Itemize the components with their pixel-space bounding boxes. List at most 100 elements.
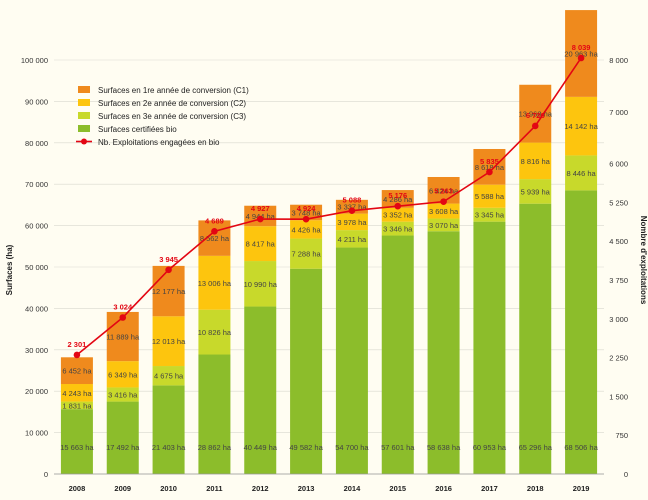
line-point [577, 54, 585, 62]
y-right-axis-title: Nombre d'exploitations [639, 216, 648, 305]
y-left-tick-label: 60 000 [25, 222, 48, 231]
bar-segment [244, 226, 277, 262]
bar-value-label: 4 243 ha [62, 389, 92, 398]
bar-segment [198, 255, 231, 310]
bar-segment [60, 384, 93, 402]
bar-segment [381, 235, 414, 474]
line-point-label: 2 301 [68, 340, 87, 349]
y-right-tick-label: 8 000 [609, 56, 628, 65]
bar-value-label: 6 452 ha [62, 367, 92, 376]
y-left-tick-label: 50 000 [25, 263, 48, 272]
bar-value-label: 40 449 ha [244, 443, 278, 452]
line-point-label: 5 176 [388, 191, 407, 200]
legend-label: Nb. Exploitations engagées en bio [98, 138, 220, 147]
line-point-label: 5 835 [480, 157, 499, 166]
legend-label: Surfaces en 1re année de conversion (C1) [98, 86, 249, 95]
y-right-tick-label: 750 [615, 431, 628, 440]
y-right-tick-label: 5 250 [609, 198, 628, 207]
bar-value-label: 54 700 ha [335, 443, 369, 452]
bar-segment [427, 218, 460, 232]
bar-segment [152, 366, 185, 386]
bar-value-label: 4 211 ha [338, 235, 367, 244]
bar-segment [473, 207, 506, 222]
x-tick-label: 2009 [114, 484, 131, 493]
line-point-label: 4 924 [297, 204, 317, 213]
x-tick-label: 2015 [389, 484, 406, 493]
bar-value-label: 20 963 ha [564, 49, 598, 58]
bar-value-label: 15 663 ha [60, 443, 94, 452]
y-right-tick-label: 0 [624, 470, 628, 479]
bar-value-label: 3 345 ha [475, 211, 505, 220]
bar-segment [152, 385, 185, 474]
y-right-tick-label: 4 500 [609, 237, 628, 246]
legend-label: Surfaces en 3e année de conversion (C3) [98, 112, 246, 121]
legend-swatch [78, 125, 90, 132]
y-left-axis-title: Surfaces (ha) [5, 244, 14, 295]
bar-value-label: 3 352 ha [383, 211, 413, 220]
y-right-tick-label: 6 000 [609, 160, 628, 169]
bar-segment [519, 84, 552, 143]
line-point-label: 6 726 [526, 111, 545, 120]
exploitations-line-path [76, 57, 582, 356]
bar-segment [565, 155, 598, 191]
y-right-tick-label: 1 500 [609, 392, 628, 401]
bar-value-label: 3 608 ha [429, 207, 459, 216]
bar-segment [152, 316, 185, 367]
line-point [119, 314, 127, 321]
bar-segment [335, 213, 368, 231]
x-tick-label: 2019 [573, 484, 590, 493]
bar-value-label: 3 978 ha [337, 218, 367, 227]
bar-value-label: 3 070 ha [429, 221, 459, 230]
bar-value-label: 65 296 ha [519, 443, 553, 452]
legend-label: Surfaces certifiées bio [98, 125, 177, 134]
line-point [394, 202, 402, 210]
x-tick-label: 2010 [160, 484, 177, 493]
y-left-tick-label: 20 000 [25, 387, 48, 396]
y-right-tick-label: 3 750 [609, 276, 628, 285]
bar-segment [519, 142, 552, 180]
line-point [531, 122, 539, 130]
bar-value-label: 12 177 ha [152, 287, 186, 296]
y-left-tick-label: 10 000 [25, 429, 48, 438]
line-point [211, 228, 218, 235]
line-point-label: 5 263 [434, 187, 453, 196]
y-left-tick-label: 70 000 [25, 180, 48, 189]
y-left-tick-label: 30 000 [25, 346, 48, 355]
bar-value-label: 8 618 ha [475, 163, 505, 172]
bar-value-label: 13 968 ha [519, 110, 553, 119]
y-right-tick-label: 2 250 [609, 354, 628, 363]
x-tick-label: 2017 [481, 484, 498, 493]
bar-segment [198, 220, 231, 256]
bar-value-label: 8 816 ha [521, 157, 551, 166]
bar-segment [290, 238, 323, 269]
bar-value-label: 3 748 ha [291, 208, 321, 217]
bar-value-label: 10 826 ha [198, 328, 232, 337]
bars [60, 10, 598, 474]
x-tick-label: 2012 [252, 484, 269, 493]
bar-segment [335, 247, 368, 474]
bar-value-label: 3 346 ha [383, 225, 413, 234]
bar-value-label: 4 426 ha [291, 225, 321, 234]
bar-value-label: 12 013 ha [152, 337, 186, 346]
bar-value-label: 4 286 ha [383, 195, 413, 204]
bar-segment [381, 221, 414, 236]
line-point [165, 266, 172, 274]
bar-value-label: 17 492 ha [106, 443, 140, 452]
bar-value-label: 58 638 ha [427, 443, 461, 452]
gridlines [54, 59, 604, 475]
legend: Surfaces en 1re année de conversion (C1)… [76, 86, 249, 147]
bar-value-label: 28 862 ha [198, 443, 232, 452]
bar-segment [60, 401, 93, 410]
bar-value-label: 8 446 ha [566, 169, 596, 178]
legend-label: Surfaces en 2e année de conversion (C2) [98, 99, 246, 108]
bar-value-label: 68 506 ha [564, 443, 598, 452]
bar-segment [427, 203, 460, 219]
bar-segment [381, 190, 414, 208]
bar-segment [519, 179, 552, 204]
y-left-tick-label: 0 [44, 470, 48, 479]
bar-value-label: 57 601 ha [381, 443, 415, 452]
y-left-tick-label: 40 000 [25, 304, 48, 313]
bar-value-label: 8 417 ha [246, 240, 276, 249]
bar-segment [473, 184, 506, 208]
